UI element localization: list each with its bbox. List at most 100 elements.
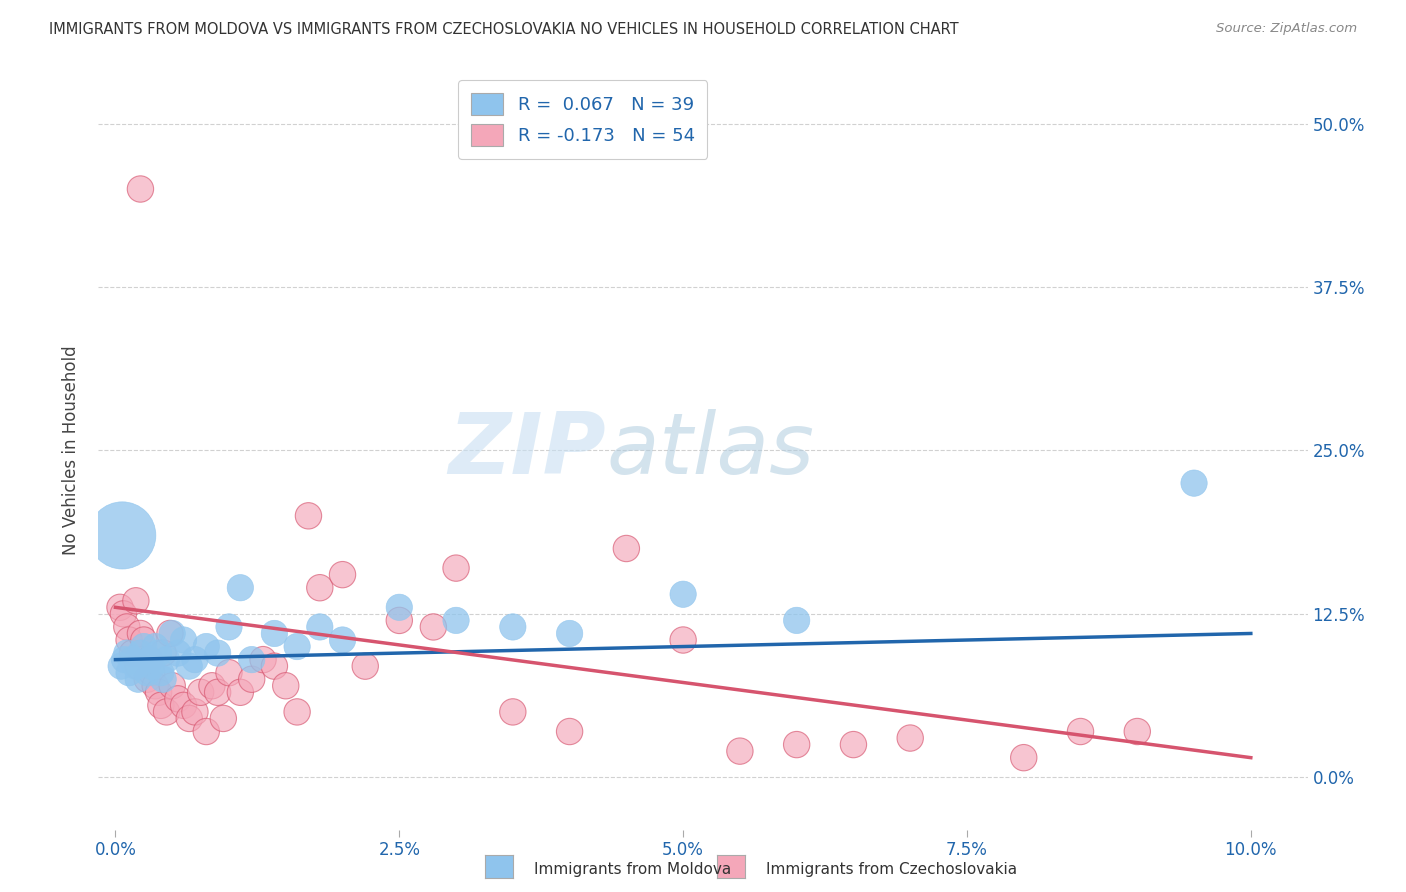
Point xyxy=(138,652,160,666)
Point xyxy=(143,679,166,693)
Point xyxy=(184,652,207,666)
Point xyxy=(179,659,201,673)
Point xyxy=(108,600,131,615)
Point xyxy=(444,614,467,628)
Point xyxy=(110,659,132,673)
Point xyxy=(218,665,240,680)
Point xyxy=(212,711,235,725)
Point xyxy=(148,685,170,699)
Point xyxy=(263,626,285,640)
Point xyxy=(129,626,152,640)
Point xyxy=(190,685,212,699)
Point xyxy=(388,614,411,628)
Point xyxy=(354,659,377,673)
Point xyxy=(195,724,218,739)
Point xyxy=(141,659,163,673)
Point xyxy=(422,620,444,634)
Point xyxy=(786,738,808,752)
Point xyxy=(1126,724,1149,739)
Point xyxy=(179,711,201,725)
Point xyxy=(132,640,155,654)
Point xyxy=(160,679,183,693)
Point xyxy=(115,646,138,660)
Point xyxy=(388,600,411,615)
Point xyxy=(114,652,136,666)
Point xyxy=(229,685,252,699)
Point xyxy=(149,665,172,680)
Point xyxy=(136,665,159,680)
Point xyxy=(672,587,695,601)
Point xyxy=(1182,476,1205,491)
Point xyxy=(129,182,152,196)
Point xyxy=(672,633,695,648)
Point xyxy=(502,705,524,719)
Point xyxy=(229,581,252,595)
Point xyxy=(118,633,141,648)
Point xyxy=(614,541,637,556)
Point xyxy=(898,731,921,745)
Point xyxy=(297,508,319,523)
Point xyxy=(132,633,155,648)
Point xyxy=(125,594,148,608)
Point xyxy=(152,672,174,686)
Point xyxy=(285,705,308,719)
Point xyxy=(141,665,163,680)
Point xyxy=(127,672,149,686)
Text: Source: ZipAtlas.com: Source: ZipAtlas.com xyxy=(1216,22,1357,36)
Point xyxy=(155,652,177,666)
Point xyxy=(207,646,229,660)
Point xyxy=(173,633,195,648)
Point xyxy=(111,528,134,542)
Point xyxy=(252,652,274,666)
Point xyxy=(121,646,143,660)
Point xyxy=(167,646,190,660)
Point xyxy=(1069,724,1091,739)
Point xyxy=(207,685,229,699)
Point xyxy=(444,561,467,575)
Point xyxy=(842,738,865,752)
Point xyxy=(173,698,195,713)
Point xyxy=(118,665,141,680)
Point xyxy=(148,646,170,660)
Point xyxy=(218,620,240,634)
Legend: R =  0.067   N = 39, R = -0.173   N = 54: R = 0.067 N = 39, R = -0.173 N = 54 xyxy=(458,80,707,159)
Point xyxy=(159,626,181,640)
Point xyxy=(143,640,166,654)
Point xyxy=(332,633,354,648)
Point xyxy=(263,659,285,673)
Point xyxy=(285,640,308,654)
Point xyxy=(167,691,190,706)
Point xyxy=(136,672,159,686)
Point xyxy=(274,679,297,693)
Point xyxy=(502,620,524,634)
Point xyxy=(129,646,152,660)
Text: Immigrants from Czechoslovakia: Immigrants from Czechoslovakia xyxy=(766,863,1018,877)
Point xyxy=(125,659,148,673)
Text: atlas: atlas xyxy=(606,409,814,492)
Point xyxy=(184,705,207,719)
Y-axis label: No Vehicles in Household: No Vehicles in Household xyxy=(62,345,80,556)
Point xyxy=(195,640,218,654)
Point xyxy=(332,567,354,582)
Point xyxy=(240,652,263,666)
Point xyxy=(558,724,581,739)
Point xyxy=(1012,750,1035,764)
Point xyxy=(138,652,160,666)
Point xyxy=(308,620,330,634)
Point xyxy=(728,744,751,758)
Point xyxy=(127,659,149,673)
Point xyxy=(201,679,224,693)
Point xyxy=(112,607,135,621)
Text: IMMIGRANTS FROM MOLDOVA VS IMMIGRANTS FROM CZECHOSLOVAKIA NO VEHICLES IN HOUSEHO: IMMIGRANTS FROM MOLDOVA VS IMMIGRANTS FR… xyxy=(49,22,959,37)
Point xyxy=(786,614,808,628)
Point xyxy=(558,626,581,640)
Text: Immigrants from Moldova: Immigrants from Moldova xyxy=(534,863,731,877)
Point xyxy=(155,705,177,719)
Text: ZIP: ZIP xyxy=(449,409,606,492)
Point xyxy=(240,672,263,686)
Point xyxy=(152,646,174,660)
Point xyxy=(160,626,183,640)
Point xyxy=(115,620,138,634)
Point xyxy=(149,698,172,713)
Point xyxy=(308,581,330,595)
